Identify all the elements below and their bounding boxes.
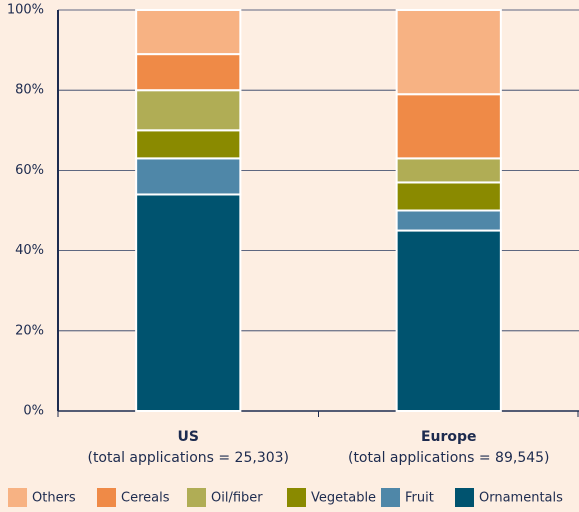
bar-segment bbox=[395, 93, 502, 160]
legend-swatch bbox=[187, 488, 206, 507]
category-note: (total applications = 89,545) bbox=[348, 450, 550, 466]
bar-segment bbox=[395, 157, 502, 184]
legend-swatch bbox=[97, 488, 116, 507]
x-tick-label: Europe bbox=[421, 429, 477, 445]
legend-label: Cereals bbox=[121, 491, 170, 506]
legend-label: Ornamentals bbox=[479, 491, 563, 506]
y-tick-label: 20% bbox=[15, 323, 44, 338]
bar-segment bbox=[135, 129, 242, 160]
legend-swatch bbox=[455, 488, 474, 507]
legend-swatch bbox=[287, 488, 306, 507]
legend-swatch bbox=[381, 488, 400, 507]
y-tick-label: 40% bbox=[15, 243, 44, 258]
legend-label: Oil/fiber bbox=[211, 491, 263, 506]
legend-label: Vegetable bbox=[311, 491, 376, 506]
y-tick-label: 60% bbox=[15, 163, 44, 178]
bar-segment bbox=[135, 157, 242, 196]
category-note: (total applications = 25,303) bbox=[87, 450, 289, 466]
legend-label: Fruit bbox=[405, 491, 434, 506]
bar-segment bbox=[135, 89, 242, 132]
y-tick-label: 80% bbox=[15, 83, 44, 98]
bar-segment bbox=[395, 181, 502, 212]
bar-segment bbox=[135, 193, 242, 412]
bar-segment bbox=[135, 9, 242, 56]
bar-segment bbox=[135, 53, 242, 92]
bar-segment bbox=[395, 229, 502, 412]
y-tick-label: 100% bbox=[7, 3, 44, 18]
legend-label: Others bbox=[32, 491, 76, 506]
bar-segment bbox=[395, 9, 502, 96]
bar-segment bbox=[395, 209, 502, 232]
x-tick-label: US bbox=[178, 429, 199, 445]
y-tick-label: 0% bbox=[23, 404, 44, 419]
legend-swatch bbox=[8, 488, 27, 507]
